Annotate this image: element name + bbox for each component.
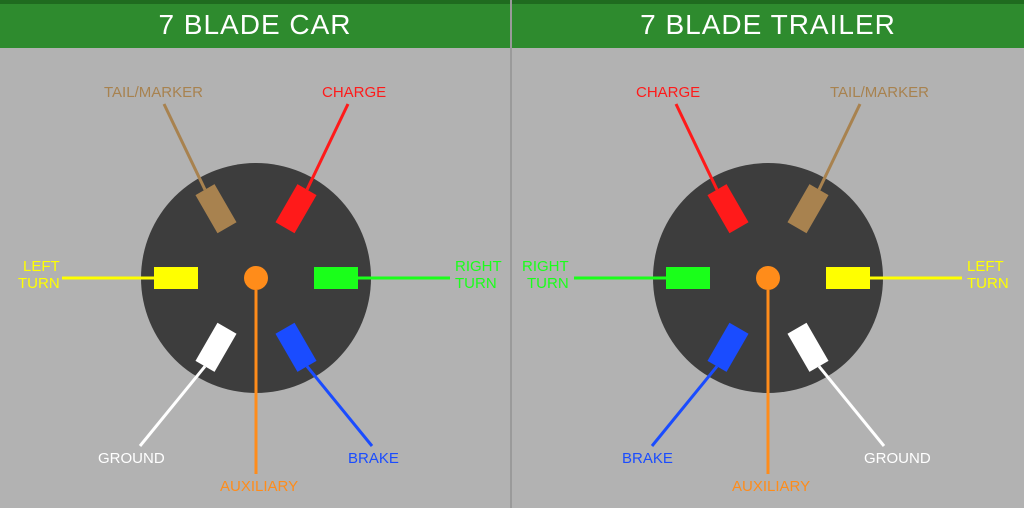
callout-line-tail xyxy=(164,104,205,190)
label-left: LEFT TURN xyxy=(18,258,60,293)
pin-aux xyxy=(244,266,268,290)
label-charge: CHARGE xyxy=(636,84,700,101)
blade-right xyxy=(314,267,358,289)
blade-right xyxy=(666,267,710,289)
pin-aux xyxy=(756,266,780,290)
callout-line-charge xyxy=(307,104,348,190)
blade-left xyxy=(154,267,198,289)
diagram-root: 7 BLADE CAR TAIL/MARKER CHARGE LEFT TURN RIG… xyxy=(0,0,1024,508)
panel-body-trailer: CHARGE TAIL/MARKER RIGHT TURN LEFT TURN BRAK… xyxy=(512,48,1024,508)
callout-line-ground xyxy=(140,366,205,446)
callout-line-brake xyxy=(307,366,372,446)
label-tail: TAIL/MARKER xyxy=(104,84,203,101)
panel-trailer: 7 BLADE TRAILER CHARGE TAIL/MARKER RIGHT TU… xyxy=(512,0,1024,508)
label-aux: AUXILIARY xyxy=(220,478,298,495)
label-brake: BRAKE xyxy=(622,450,673,467)
connector-svg-car xyxy=(0,48,512,508)
callout-line-ground xyxy=(819,366,884,446)
blade-left xyxy=(826,267,870,289)
label-ground: GROUND xyxy=(864,450,931,467)
label-tail: TAIL/MARKER xyxy=(830,84,929,101)
panel-header-trailer: 7 BLADE TRAILER xyxy=(512,0,1024,48)
label-charge: CHARGE xyxy=(322,84,386,101)
label-right: RIGHT TURN xyxy=(522,258,569,293)
panel-car: 7 BLADE CAR TAIL/MARKER CHARGE LEFT TURN RIG… xyxy=(0,0,512,508)
label-left: LEFT TURN xyxy=(967,258,1009,293)
label-brake: BRAKE xyxy=(348,450,399,467)
label-right: RIGHT TURN xyxy=(455,258,502,293)
callout-line-charge xyxy=(676,104,717,190)
connector-svg-trailer xyxy=(512,48,1024,508)
panel-body-car: TAIL/MARKER CHARGE LEFT TURN RIGHT TURN GROU… xyxy=(0,48,510,508)
callout-line-tail xyxy=(819,104,860,190)
panel-header-car: 7 BLADE CAR xyxy=(0,0,510,48)
label-ground: GROUND xyxy=(98,450,165,467)
label-aux: AUXILIARY xyxy=(732,478,810,495)
callout-line-brake xyxy=(652,366,717,446)
